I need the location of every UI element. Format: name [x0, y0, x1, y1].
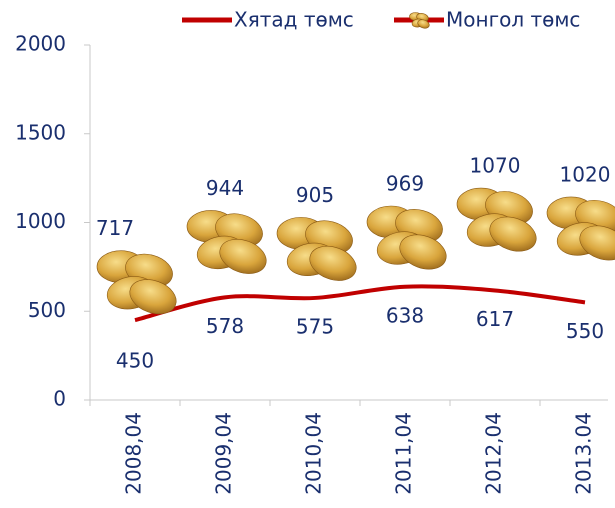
y-tick-label: 0	[53, 387, 66, 411]
x-tick-label: 2009,04	[212, 412, 236, 495]
potato-marker	[276, 217, 357, 281]
potato	[219, 239, 267, 274]
potato-marker	[186, 210, 267, 274]
data-label: 578	[206, 314, 244, 338]
legend-marker	[409, 12, 430, 29]
data-label: 575	[296, 314, 334, 338]
potato-marker	[366, 205, 447, 270]
legend-label: Хятад төмс	[234, 8, 354, 32]
data-label: 905	[296, 183, 334, 207]
data-label: 717	[96, 216, 134, 240]
potato	[417, 19, 430, 29]
y-tick-label: 500	[28, 298, 66, 322]
y-tick-label: 2000	[15, 32, 66, 56]
data-label: 969	[386, 172, 424, 196]
potato-marker	[546, 196, 615, 261]
data-label: 617	[476, 307, 514, 331]
legend-label: Монгол төмс	[446, 8, 580, 32]
x-tick-label: 2013.04	[572, 412, 596, 495]
potato	[399, 234, 447, 270]
x-tick-label: 2008,04	[122, 412, 146, 495]
data-label: 1020	[560, 162, 611, 186]
data-label: 638	[386, 303, 424, 327]
potato	[489, 216, 537, 252]
y-tick-label: 1500	[15, 120, 66, 144]
potato-marker	[96, 250, 177, 315]
line-series	[134, 284, 586, 323]
potato	[309, 245, 357, 281]
data-label: 944	[206, 176, 244, 200]
x-tick-label: 2010,04	[302, 412, 326, 495]
potato	[129, 279, 177, 315]
potato-marker	[456, 187, 537, 252]
x-tick-label: 2011,04	[392, 412, 416, 495]
data-label: 1070	[470, 154, 521, 178]
data-label: 450	[116, 349, 154, 373]
x-tick-label: 2012,04	[482, 412, 506, 495]
y-tick-label: 1000	[15, 209, 66, 233]
data-label: 550	[566, 319, 604, 343]
